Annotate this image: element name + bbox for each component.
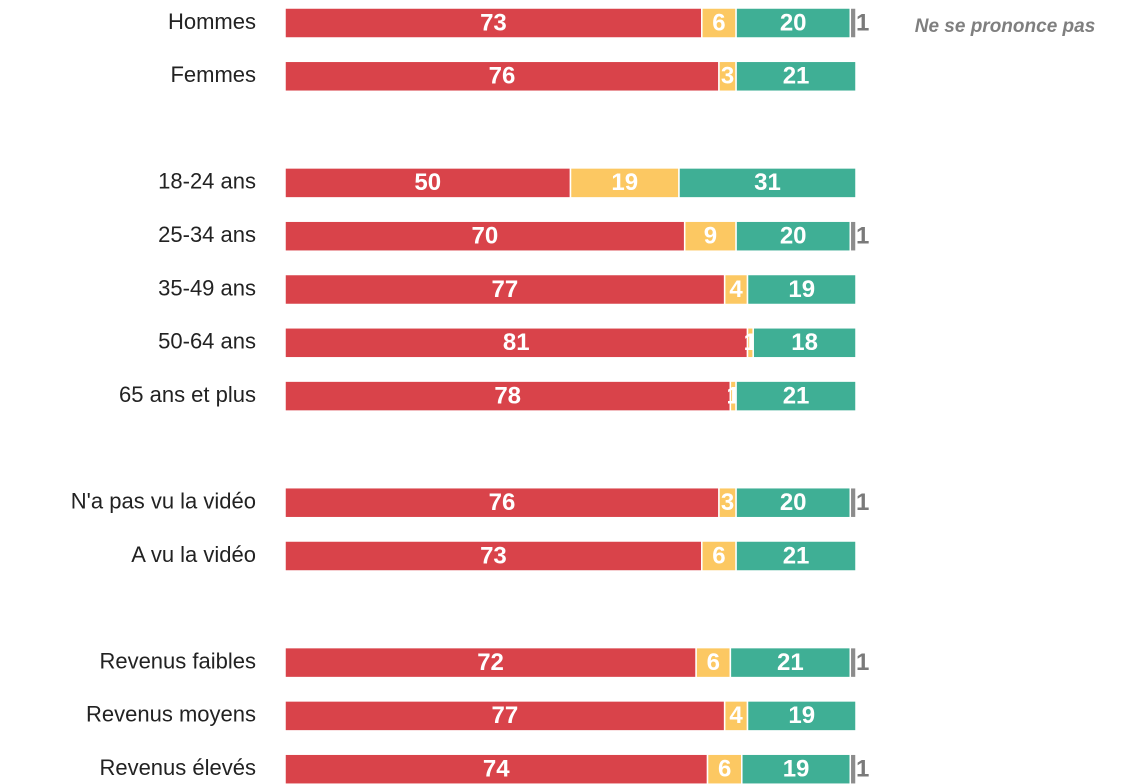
category-label: Revenus moyens — [86, 702, 256, 727]
bar-segment — [746, 273, 857, 306]
value-label: 20 — [780, 223, 807, 250]
bar-segment — [284, 540, 703, 572]
category-label: 35-49 ans — [158, 275, 256, 300]
value-label: 1 — [856, 489, 869, 516]
bar-segment — [284, 7, 703, 39]
category-label: Revenus élevés — [99, 755, 256, 780]
bar-segment — [746, 700, 857, 732]
value-label: 19 — [611, 169, 638, 196]
bar-segment — [752, 327, 857, 359]
bar-segment — [849, 7, 857, 39]
value-label: 21 — [783, 63, 810, 90]
bar-segment — [284, 167, 572, 199]
category-label: Revenus faibles — [99, 648, 256, 673]
bar-segment — [735, 60, 857, 93]
bar-segment — [284, 380, 732, 412]
value-label: 6 — [718, 756, 731, 783]
bar-segment — [683, 220, 737, 252]
bar-segment — [569, 167, 680, 199]
category-label: Femmes — [170, 62, 256, 87]
value-label: 21 — [783, 542, 810, 569]
bar-segment — [284, 220, 686, 252]
bar-segment — [701, 7, 737, 39]
value-label: 4 — [729, 702, 743, 729]
value-label: 73 — [480, 9, 507, 36]
value-label: 20 — [780, 489, 807, 516]
value-label: 50 — [414, 169, 441, 196]
bar-segment — [849, 753, 857, 784]
bar-segment — [735, 7, 852, 39]
category-label: 18-24 ans — [158, 169, 256, 194]
value-label: 6 — [712, 542, 725, 569]
value-label: 1 — [856, 9, 869, 36]
value-label: 3 — [721, 489, 734, 516]
bar-segment — [741, 753, 852, 784]
bar-segment — [735, 540, 857, 572]
value-label: 21 — [783, 382, 810, 409]
category-label: A vu la vidéo — [131, 542, 256, 567]
value-label: 78 — [494, 382, 521, 409]
value-label: 81 — [503, 329, 530, 356]
bar-segment — [729, 646, 852, 679]
bar-segment — [284, 753, 709, 784]
value-label: 19 — [788, 276, 815, 303]
bar-segment — [735, 220, 852, 252]
value-label: 76 — [489, 489, 516, 516]
bar-segment — [849, 646, 857, 679]
bar-segment — [849, 220, 857, 252]
bar-segment — [735, 380, 857, 412]
category-label: Hommes — [168, 9, 256, 34]
bar-segment — [695, 646, 732, 679]
value-label: 1 — [856, 756, 869, 783]
value-label: 20 — [780, 9, 807, 36]
value-label: 77 — [491, 276, 518, 303]
value-label: 70 — [471, 223, 498, 250]
value-label: 77 — [491, 702, 518, 729]
bar-segment — [678, 167, 857, 199]
bar-segment — [284, 486, 720, 519]
value-label: 73 — [480, 542, 507, 569]
value-label: 6 — [712, 9, 725, 36]
value-label: 76 — [489, 63, 516, 90]
value-label: 6 — [707, 649, 720, 676]
legend-label: Ne se prononce pas — [915, 16, 1096, 37]
value-label: 3 — [721, 63, 734, 90]
category-label: 65 ans et plus — [119, 382, 256, 407]
bar-segment — [284, 327, 749, 359]
value-label: 72 — [477, 649, 504, 676]
value-label: 4 — [729, 276, 743, 303]
value-label: 31 — [754, 169, 781, 196]
value-label: 1 — [856, 649, 869, 676]
category-label: 50-64 ans — [158, 329, 256, 354]
value-label: 74 — [483, 756, 510, 783]
value-label: 18 — [791, 329, 818, 356]
category-label: N'a pas vu la vidéo — [71, 489, 256, 514]
bar-segment — [284, 700, 726, 732]
category-label: 25-34 ans — [158, 222, 256, 247]
value-label: 1 — [856, 223, 869, 250]
value-label: 21 — [777, 649, 804, 676]
bar-segment — [706, 753, 743, 784]
value-label: 19 — [783, 756, 810, 783]
value-label: 9 — [704, 223, 717, 250]
value-label: 19 — [788, 702, 815, 729]
bar-segment — [849, 486, 857, 519]
